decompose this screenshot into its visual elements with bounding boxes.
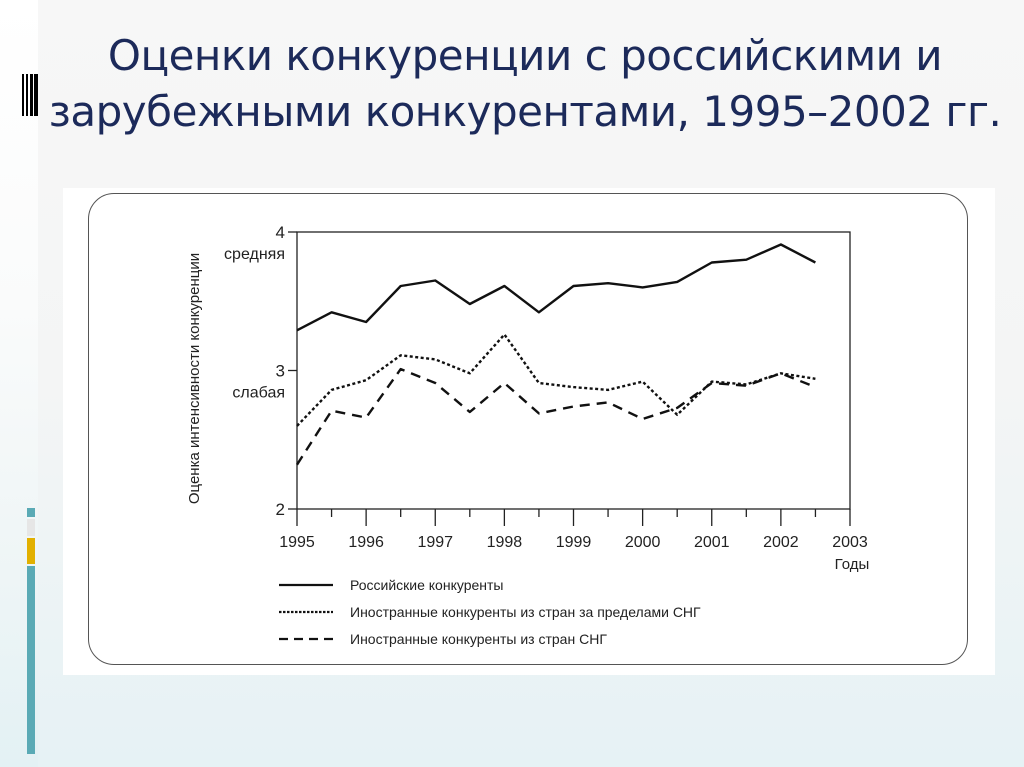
x-tick-label: 1996: [348, 534, 384, 551]
y-level-annotation: слабая: [232, 385, 285, 402]
y-tick-label: 2: [276, 500, 285, 519]
x-tick-label: 2003: [832, 534, 868, 551]
x-tick-label: 2000: [625, 534, 661, 551]
y-axis-label: Оценка интенсивности конкуренции: [186, 253, 203, 504]
title-line-2: зарубежными конкурентами, 1995–2002 гг.: [48, 87, 1002, 136]
barcode-decoration-icon: [22, 74, 38, 116]
title-line-1: Оценки конкуренции с российскими и: [107, 31, 943, 80]
legend-label: Иностранные конкуренты из стран СНГ: [350, 631, 607, 647]
chart-frame: [88, 193, 968, 665]
y-tick-label: 3: [276, 362, 285, 381]
y-level-annotation: средняя: [224, 246, 285, 263]
x-axis-label: Годы: [835, 556, 870, 573]
line-chart: 1995 1996 1997 1998 1999 2000 2001 2002 2003 Годы…: [186, 223, 869, 647]
accent-yellow: [27, 538, 35, 564]
slide-title: Оценки конкуренции с российскими и заруб…: [40, 28, 1010, 140]
plot-area: [296, 231, 851, 510]
x-tick-label: 1998: [487, 534, 523, 551]
x-tick-label: 1997: [417, 534, 453, 551]
x-tick-label: 2001: [694, 534, 730, 551]
x-tick-label: 2002: [763, 534, 799, 551]
chart-series: [295, 243, 816, 466]
legend-label: Российские конкуренты: [350, 577, 503, 593]
chart-image: 1995 1996 1997 1998 1999 2000 2001 2002 2003 Годы…: [63, 188, 995, 675]
legend-label: Иностранные конкуренты из стран за преде…: [350, 604, 701, 620]
accent-teal-small: [27, 508, 35, 517]
series-line-solid: [296, 243, 816, 332]
accent-teal-long: [27, 566, 35, 754]
chart-legend: Российские конкуренты Иностранные конкуре…: [279, 577, 701, 647]
series-line-dashed: [295, 367, 816, 466]
chart-axes: 1995 1996 1997 1998 1999 2000 2001 2002 2003 Годы…: [186, 223, 869, 573]
x-tick-label: 1999: [556, 534, 592, 551]
series-line-dotted: [296, 333, 816, 427]
accent-gray: [27, 519, 35, 536]
x-tick-label: 1995: [279, 534, 315, 551]
y-tick-label: 4: [276, 223, 285, 242]
